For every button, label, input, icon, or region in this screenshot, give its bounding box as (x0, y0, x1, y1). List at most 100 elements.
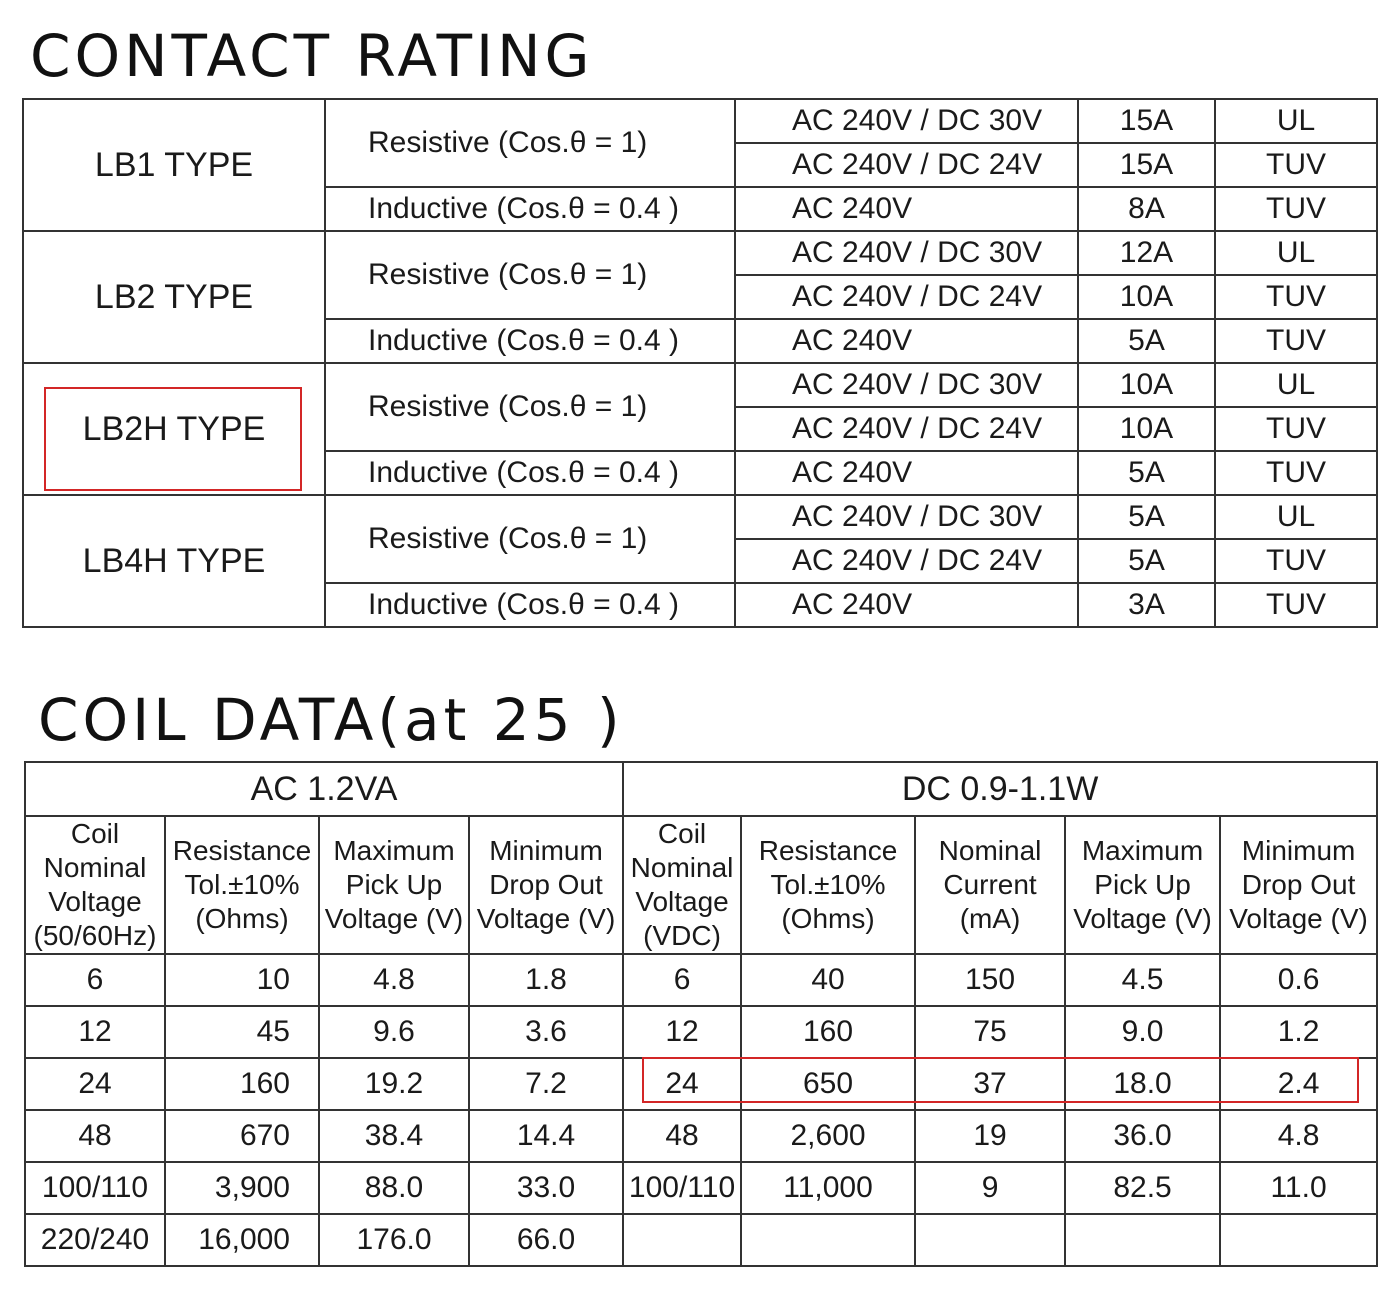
ac-cell: 670 (164, 1109, 320, 1163)
approval-standard: TUV (1214, 406, 1378, 452)
ac-group-header: AC 1.2VA (23, 761, 625, 817)
dc-cell: 9.0 (1064, 1005, 1222, 1059)
table-row: AC 240V / DC 24V 5A TUV (23, 538, 1378, 584)
ac-cell: 220/240 (24, 1213, 166, 1267)
ac-cell: 10 (164, 953, 320, 1007)
coil-data-title: COIL DATA(at 25 ) (38, 686, 624, 754)
rated-voltage: AC 240V (734, 450, 1079, 496)
relay-type-label: LB2H TYPE (22, 362, 326, 496)
dc-cell: 11.0 (1219, 1161, 1379, 1215)
ac-cell: 7.2 (467, 1057, 625, 1111)
dc-cell: 19 (914, 1109, 1067, 1163)
ac-cell: 9.6 (318, 1005, 470, 1059)
load-inductive-label: Inductive (Cos.θ = 0.4 ) (324, 582, 736, 628)
dc-cell: 48 (622, 1109, 743, 1163)
ac-cell: 160 (164, 1057, 320, 1111)
ac-cell: 176.0 (318, 1213, 470, 1267)
ac-column-header: Coil Nominal Voltage (50/60Hz) (24, 815, 166, 955)
contact-rating-title: CONTACT RATING (30, 22, 594, 90)
dc-cell: 4.5 (1064, 953, 1222, 1007)
ac-cell: 100/110 (24, 1161, 166, 1215)
contact-rating-table: LB1 TYPE Resistive (Cos.θ = 1) AC 240V /… (22, 98, 1378, 628)
table-row: LB4H TYPE Resistive (Cos.θ = 1) AC 240V … (22, 494, 1378, 628)
coil-data-table: AC 1.2VA DC 0.9-1.1W Coil Nominal Voltag… (23, 761, 1379, 1267)
dc-cell: 18.0 (1064, 1057, 1222, 1111)
approval-standard: TUV (1214, 538, 1378, 584)
table-row: AC 240V / DC 24V 10A TUV (23, 406, 1378, 452)
rated-current: 5A (1077, 494, 1216, 540)
table-row: AC 240V / DC 24V 10A TUV (23, 274, 1378, 320)
rated-voltage: AC 240V (734, 186, 1079, 232)
rated-current: 3A (1077, 582, 1216, 628)
dc-cell (1219, 1213, 1379, 1267)
table-row: Inductive (Cos.θ = 0.4 ) AC 240V 5A TUV (23, 318, 1378, 364)
rated-current: 15A (1077, 98, 1216, 144)
load-resistive-label: Resistive (Cos.θ = 1) (324, 230, 736, 320)
table-row: Inductive (Cos.θ = 0.4 ) AC 240V 3A TUV (23, 582, 1378, 628)
table-row: 48 670 38.4 14.4 48 2,600 19 36.0 4.8 (24, 1109, 1379, 1163)
ac-cell: 88.0 (318, 1161, 470, 1215)
table-row: 6 10 4.8 1.8 6 40 150 4.5 0.6 (24, 953, 1379, 1007)
dc-cell: 36.0 (1064, 1109, 1222, 1163)
rated-voltage: AC 240V / DC 30V (734, 362, 1079, 408)
approval-standard: UL (1214, 230, 1378, 276)
load-resistive-label: Resistive (Cos.θ = 1) (324, 98, 736, 188)
dc-cell: 0.6 (1219, 953, 1379, 1007)
ac-cell: 16,000 (164, 1213, 320, 1267)
approval-standard: UL (1214, 98, 1378, 144)
dc-cell: 650 (740, 1057, 917, 1111)
approval-standard: UL (1214, 362, 1378, 408)
ac-cell: 12 (24, 1005, 166, 1059)
relay-type-label: LB2 TYPE (22, 230, 326, 364)
dc-cell: 82.5 (1064, 1161, 1222, 1215)
dc-cell: 40 (740, 953, 917, 1007)
rated-current: 10A (1077, 362, 1216, 408)
table-row: LB2 TYPE Resistive (Cos.θ = 1) AC 240V /… (22, 230, 1378, 364)
rated-voltage: AC 240V / DC 24V (734, 142, 1079, 188)
ac-cell: 1.8 (467, 953, 625, 1007)
rated-current: 8A (1077, 186, 1216, 232)
table-row: LB1 TYPE Resistive (Cos.θ = 1) AC 240V /… (22, 98, 1378, 232)
approval-standard: TUV (1214, 450, 1378, 496)
dc-cell: 2.4 (1219, 1057, 1379, 1111)
dc-cell: 12 (622, 1005, 743, 1059)
rated-current: 5A (1077, 450, 1216, 496)
approval-standard: TUV (1214, 142, 1378, 188)
load-inductive-label: Inductive (Cos.θ = 0.4 ) (324, 186, 736, 232)
dc-cell: 1.2 (1219, 1005, 1379, 1059)
approval-standard: TUV (1214, 582, 1378, 628)
dc-cell: 4.8 (1219, 1109, 1379, 1163)
relay-type-label: LB4H TYPE (22, 494, 326, 628)
rated-voltage: AC 240V (734, 582, 1079, 628)
dc-cell: 6 (622, 953, 743, 1007)
dc-column-header: Nominal Current (mA) (914, 815, 1067, 955)
rated-current: 5A (1077, 538, 1216, 584)
dc-cell: 24 (622, 1057, 743, 1111)
ac-column-header: Minimum Drop Out Voltage (V) (467, 815, 625, 955)
ac-column-header: Resistance Tol.±10% (Ohms) (164, 815, 320, 955)
table-row: AC 240V / DC 24V 15A TUV (23, 142, 1378, 188)
ac-cell: 14.4 (467, 1109, 625, 1163)
dc-cell (914, 1213, 1067, 1267)
ac-cell: 33.0 (467, 1161, 625, 1215)
ac-cell: 6 (24, 953, 166, 1007)
dc-cell: 37 (914, 1057, 1067, 1111)
table-row: Inductive (Cos.θ = 0.4 ) AC 240V 5A TUV (23, 450, 1378, 496)
ac-cell: 19.2 (318, 1057, 470, 1111)
approval-standard: UL (1214, 494, 1378, 540)
rated-current: 5A (1077, 318, 1216, 364)
ac-cell: 48 (24, 1109, 166, 1163)
relay-type-label: LB1 TYPE (22, 98, 326, 232)
approval-standard: TUV (1214, 274, 1378, 320)
rated-current: 10A (1077, 274, 1216, 320)
dc-cell: 2,600 (740, 1109, 917, 1163)
ac-cell: 4.8 (318, 953, 470, 1007)
dc-column-header: Coil Nominal Voltage (VDC) (622, 815, 743, 955)
table-row: 100/110 3,900 88.0 33.0 100/110 11,000 9… (24, 1161, 1379, 1215)
rated-voltage: AC 240V (734, 318, 1079, 364)
ac-column-header: Maximum Pick Up Voltage (V) (318, 815, 470, 955)
dc-column-header: Minimum Drop Out Voltage (V) (1219, 815, 1379, 955)
approval-standard: TUV (1214, 186, 1378, 232)
dc-column-header: Resistance Tol.±10% (Ohms) (740, 815, 917, 955)
approval-standard: TUV (1214, 318, 1378, 364)
